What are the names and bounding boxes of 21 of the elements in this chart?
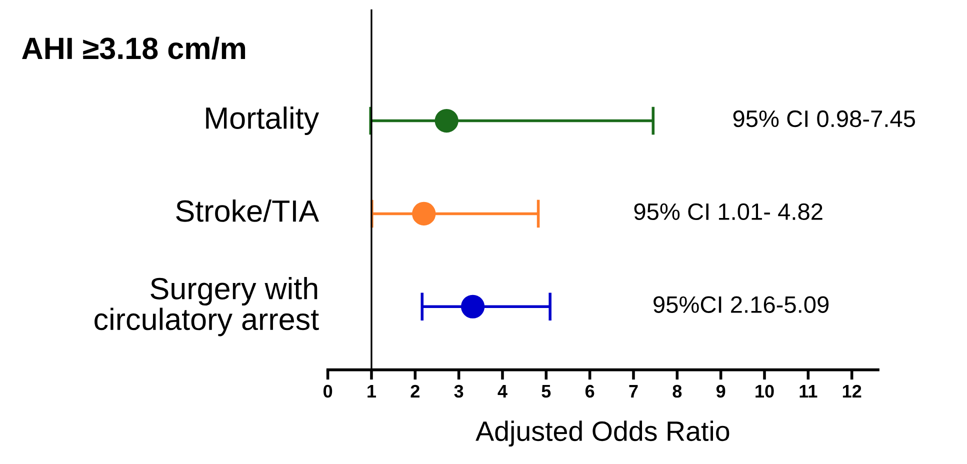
x-tick-label: 9 <box>716 384 726 398</box>
x-tick-label: 5 <box>542 385 551 398</box>
x-tick-label: 11 <box>800 385 818 398</box>
x-tick-label: 6 <box>585 384 594 398</box>
x-tick-label: 8 <box>672 384 682 398</box>
x-tick-label: 10 <box>756 384 774 398</box>
x-tick-label: 1 <box>368 385 376 398</box>
text: AHI ≥3.18 cm/m <box>22 36 246 60</box>
annotation: 95%CI 2.16-5.09 <box>654 296 829 313</box>
x-tick-label: 4 <box>498 385 508 398</box>
y-tick-label: Surgery with circulatory arrest <box>94 277 319 336</box>
x-tick-label: 2 <box>410 384 420 398</box>
x-tick-label: 3 <box>454 384 464 398</box>
y-tick-label: Stroke/TIA <box>176 199 320 222</box>
y-tick-label: Mortality <box>206 106 320 136</box>
x-tick-label: 0 <box>324 384 332 398</box>
annotation: 95% CI 1.01- 4.82 <box>634 203 822 220</box>
x-tick-label: 7 <box>629 385 638 398</box>
annotation: 95% CI 0.98-7.45 <box>733 110 915 128</box>
x-tick-label: 12 <box>842 384 862 398</box>
x-axis-title: Adjusted Odds Ratio <box>476 420 730 447</box>
